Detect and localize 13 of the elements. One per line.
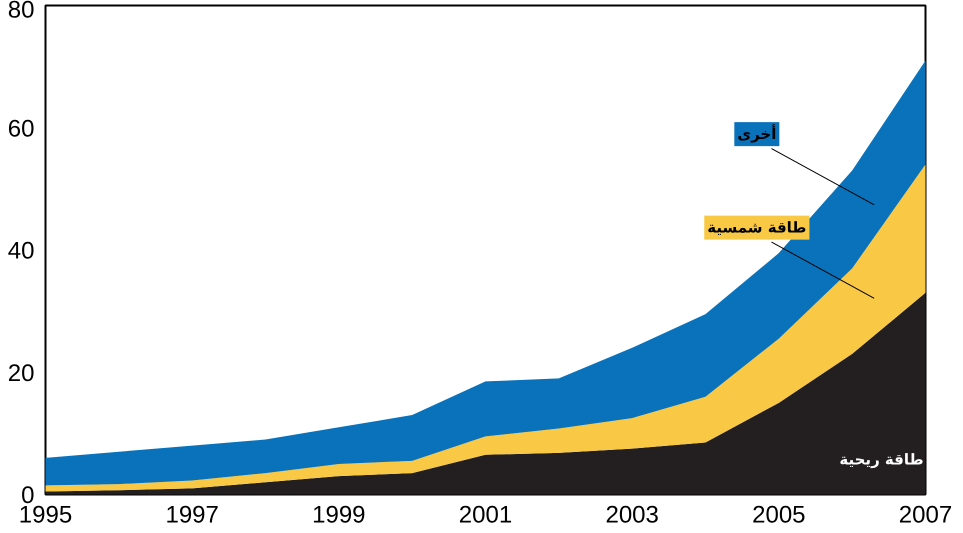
x-tick-label: 2005 bbox=[752, 502, 806, 528]
x-tick-label: 2003 bbox=[605, 502, 659, 528]
x-tick-label: 1997 bbox=[165, 502, 219, 528]
text: أخرى bbox=[737, 124, 776, 144]
y-tick-label: 80 bbox=[8, 0, 35, 24]
series-label: طاقة ريحية bbox=[839, 450, 924, 468]
text: طاقة شمسية bbox=[707, 218, 806, 237]
y-tick-label: 40 bbox=[8, 238, 35, 264]
x-tick-label: 2001 bbox=[458, 502, 512, 528]
y-tick-label: 20 bbox=[8, 360, 35, 387]
x-tick-label: 1999 bbox=[312, 502, 366, 528]
x-tick-label: 2007 bbox=[898, 502, 952, 528]
y-tick-label: 60 bbox=[8, 115, 35, 142]
